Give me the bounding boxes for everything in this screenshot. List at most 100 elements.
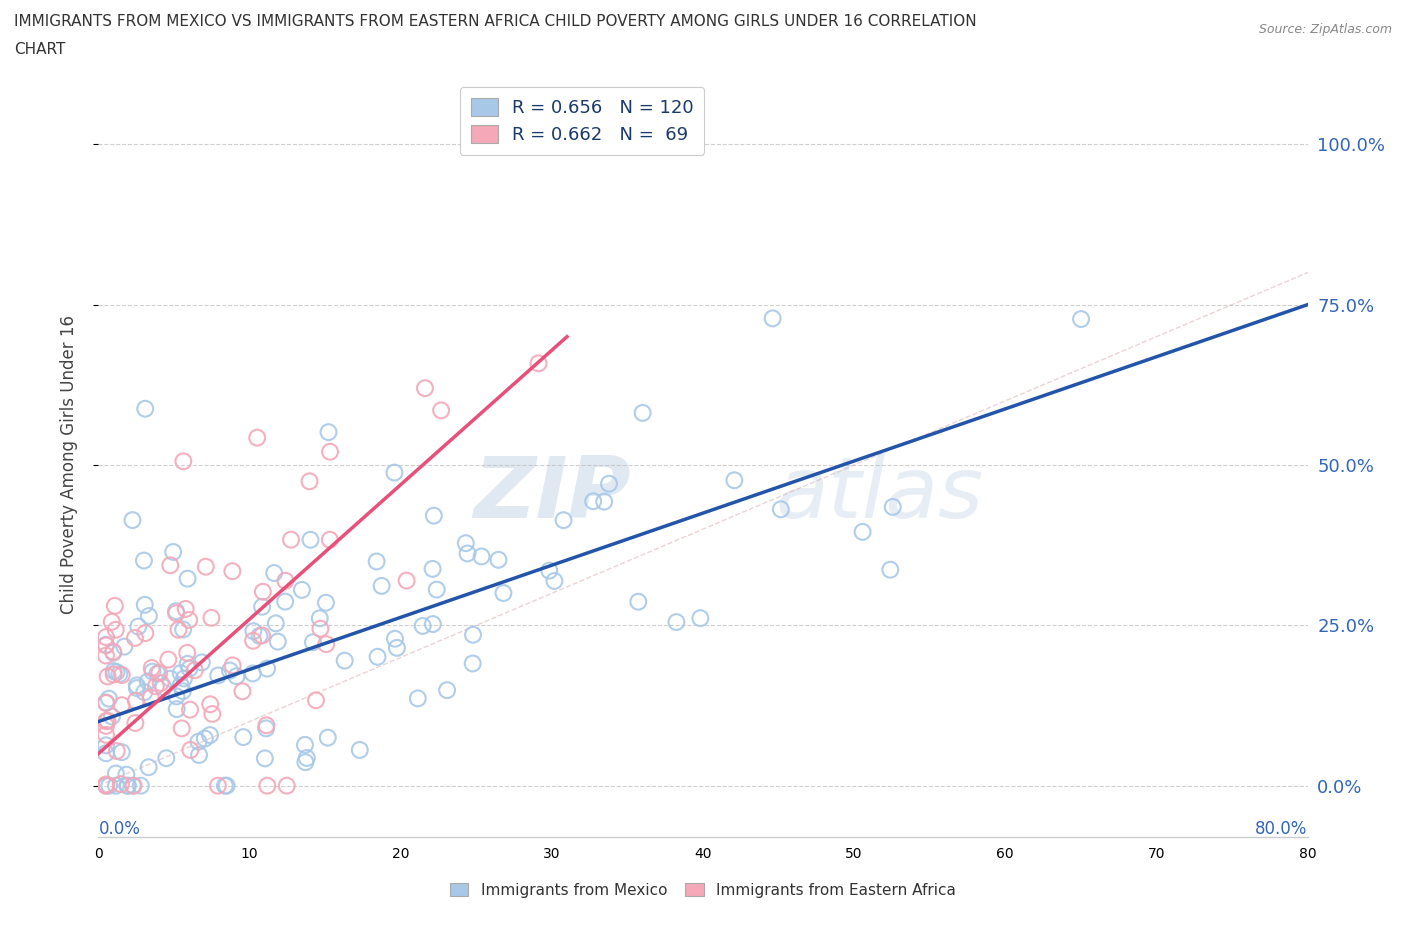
Point xyxy=(225,669,247,684)
Point xyxy=(134,684,156,699)
Text: CHART: CHART xyxy=(14,42,66,57)
Point xyxy=(117,778,139,793)
Point xyxy=(94,637,117,652)
Point xyxy=(665,615,688,630)
Point xyxy=(132,553,155,568)
Point xyxy=(349,742,371,757)
Point xyxy=(94,778,117,793)
Point xyxy=(155,751,177,765)
Point xyxy=(94,713,117,728)
Text: 80.0%: 80.0% xyxy=(1256,820,1308,839)
Point xyxy=(96,778,118,793)
Point xyxy=(762,311,785,325)
Point xyxy=(598,476,620,491)
Point xyxy=(148,666,170,681)
Point xyxy=(159,558,181,573)
Point xyxy=(172,454,194,469)
Point xyxy=(98,778,121,793)
Point xyxy=(125,681,148,696)
Point xyxy=(215,778,238,793)
Point xyxy=(194,731,217,746)
Point xyxy=(315,637,337,652)
Point xyxy=(882,499,904,514)
Point xyxy=(145,679,167,694)
Point xyxy=(170,721,193,736)
Point xyxy=(94,737,117,752)
Point xyxy=(97,691,120,706)
Point xyxy=(176,571,198,586)
Point xyxy=(723,472,745,487)
Point xyxy=(188,748,211,763)
Point xyxy=(309,621,332,636)
Point xyxy=(94,696,117,711)
Point xyxy=(104,778,127,793)
Point xyxy=(108,667,131,682)
Point xyxy=(134,626,156,641)
Point xyxy=(207,778,229,793)
Point xyxy=(246,431,269,445)
Y-axis label: Child Poverty Among Girls Under 16: Child Poverty Among Girls Under 16 xyxy=(59,315,77,615)
Point xyxy=(454,536,477,551)
Point xyxy=(149,675,172,690)
Point xyxy=(366,554,388,569)
Point xyxy=(593,494,616,509)
Point xyxy=(167,622,190,637)
Point xyxy=(253,751,276,765)
Point xyxy=(152,680,174,695)
Point xyxy=(111,698,134,712)
Point xyxy=(103,645,125,660)
Point xyxy=(631,405,654,420)
Point xyxy=(422,617,444,631)
Point xyxy=(103,644,125,659)
Point xyxy=(242,624,264,639)
Point xyxy=(316,730,339,745)
Point xyxy=(141,660,163,675)
Point xyxy=(488,552,510,567)
Point xyxy=(94,695,117,710)
Point xyxy=(104,766,127,781)
Point xyxy=(291,582,314,597)
Point xyxy=(121,512,143,527)
Point xyxy=(242,633,264,648)
Point xyxy=(256,661,278,676)
Point xyxy=(627,594,650,609)
Point xyxy=(157,652,180,667)
Point xyxy=(146,666,169,681)
Point xyxy=(422,562,444,577)
Point xyxy=(367,649,389,664)
Point xyxy=(689,611,711,626)
Point xyxy=(162,544,184,559)
Point xyxy=(221,658,243,673)
Point xyxy=(134,597,156,612)
Point xyxy=(470,549,492,564)
Point xyxy=(200,610,222,625)
Point xyxy=(94,630,117,644)
Point xyxy=(250,628,273,643)
Point xyxy=(138,608,160,623)
Point xyxy=(94,777,117,792)
Point xyxy=(1070,312,1092,326)
Point xyxy=(252,584,274,599)
Point xyxy=(194,559,217,574)
Point xyxy=(308,611,330,626)
Point xyxy=(174,602,197,617)
Point xyxy=(254,718,277,733)
Point xyxy=(183,663,205,678)
Point xyxy=(315,595,337,610)
Point xyxy=(179,702,201,717)
Point xyxy=(177,613,200,628)
Point xyxy=(191,655,214,670)
Point xyxy=(96,713,118,728)
Point xyxy=(318,425,340,440)
Point xyxy=(94,719,117,734)
Point xyxy=(436,683,458,698)
Point xyxy=(124,715,146,730)
Point xyxy=(294,737,316,752)
Point xyxy=(298,474,321,489)
Point xyxy=(104,598,127,613)
Point xyxy=(198,727,221,742)
Point xyxy=(200,697,222,711)
Point xyxy=(527,356,550,371)
Text: IMMIGRANTS FROM MEXICO VS IMMIGRANTS FROM EASTERN AFRICA CHILD POVERTY AMONG GIR: IMMIGRANTS FROM MEXICO VS IMMIGRANTS FRO… xyxy=(14,14,977,29)
Point xyxy=(395,573,418,588)
